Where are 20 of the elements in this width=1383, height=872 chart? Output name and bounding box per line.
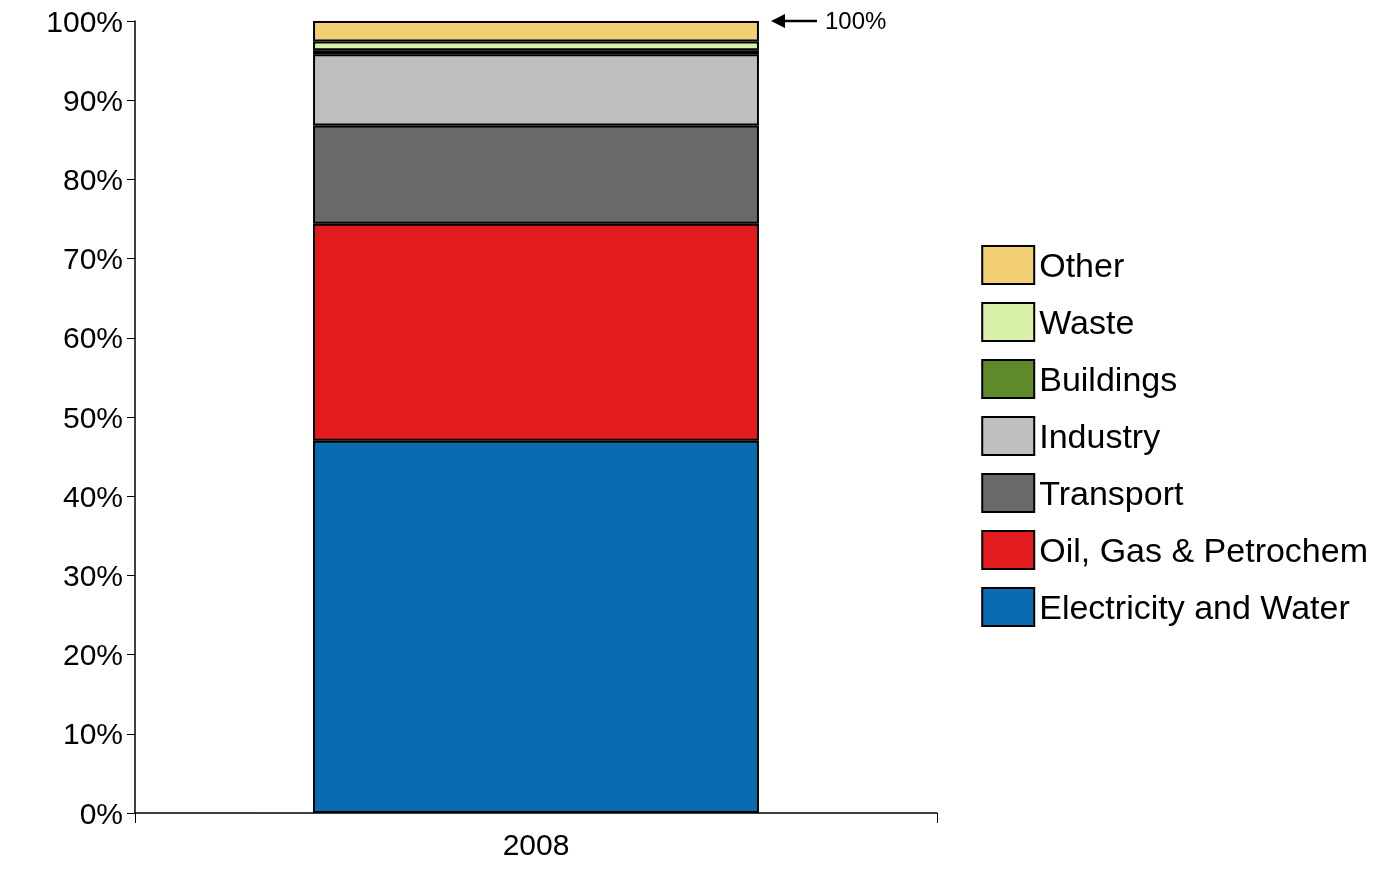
y-tick-label: 100% xyxy=(46,4,123,38)
legend-label: Transport xyxy=(1039,474,1185,512)
legend-label: Oil, Gas & Petrochem xyxy=(1039,531,1368,569)
x-tick-label: 2008 xyxy=(502,827,570,861)
legend-label: Waste xyxy=(1039,303,1135,341)
annotation: 100% xyxy=(824,7,887,35)
y-tick-label: 50% xyxy=(62,400,123,434)
y-tick-label: 60% xyxy=(62,321,123,355)
y-tick-label: 40% xyxy=(62,479,123,513)
y-tick-label: 10% xyxy=(62,717,123,751)
legend-label: Other xyxy=(1039,246,1125,284)
legend-label: Buildings xyxy=(1039,360,1178,398)
legend-label: Electricity and Water xyxy=(1039,588,1350,626)
y-tick-label: 80% xyxy=(62,162,123,196)
y-tick-label: 90% xyxy=(62,83,123,117)
legend-label: Industry xyxy=(1039,417,1161,455)
y-tick-label: 20% xyxy=(62,638,123,672)
y-tick-label: 30% xyxy=(62,558,123,592)
y-tick-label: 70% xyxy=(62,242,123,276)
y-tick-label: 0% xyxy=(79,796,123,830)
